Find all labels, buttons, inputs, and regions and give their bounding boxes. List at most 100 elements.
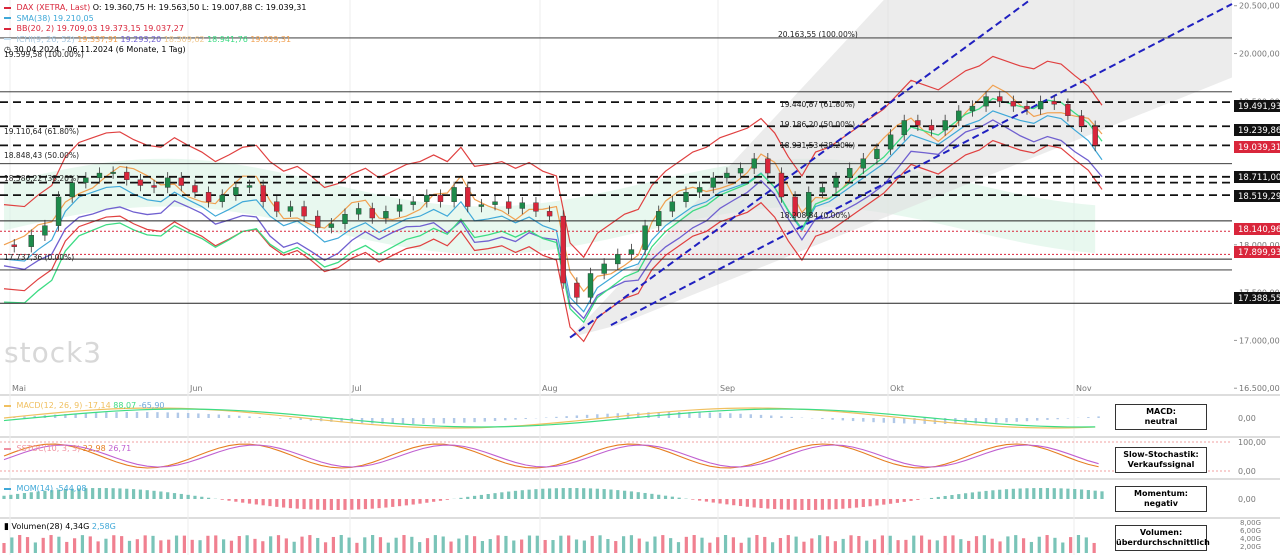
momentum-bar <box>588 488 593 499</box>
volume-bar <box>520 539 524 553</box>
volume-bar <box>261 541 265 553</box>
volume-bar <box>182 535 186 553</box>
volume-bar <box>967 540 971 553</box>
signal-box-volume: Volumen: überdurchschnittlich <box>1115 525 1210 551</box>
price-label: 18.711,00 <box>1238 173 1280 183</box>
momentum-bar <box>854 499 859 508</box>
macd-histogram-bar <box>1056 418 1059 420</box>
volume-bar <box>496 535 500 553</box>
legend-range: 30.04.2024 - 06.11.2024 <box>13 45 114 54</box>
volume-axis-label: 6,00G <box>1240 527 1261 535</box>
candle-up <box>1037 101 1044 110</box>
volume-bar <box>951 535 955 553</box>
legend-main-open: O: 19.360,75 <box>92 3 145 12</box>
momentum-bar <box>1025 488 1029 499</box>
volume-bar <box>771 542 775 553</box>
volume-bar <box>1014 535 1018 553</box>
momentum-bar <box>282 499 286 508</box>
macd-histogram-bar <box>371 418 374 424</box>
volume-bar <box>841 538 845 553</box>
candle-down <box>151 185 157 188</box>
candle-down <box>1010 101 1017 107</box>
macd-histogram-bar <box>555 416 558 418</box>
volume-bar <box>794 536 798 553</box>
macd-histogram-bar <box>74 413 77 418</box>
macd-histogram-bar <box>238 415 241 418</box>
momentum-bar <box>513 490 518 499</box>
candle-down <box>765 158 771 174</box>
volume-bar <box>472 536 477 553</box>
macd-histogram-bar <box>514 418 517 420</box>
candle-up <box>942 120 948 131</box>
momentum-bar <box>1073 489 1077 499</box>
momentum-bar <box>827 499 831 510</box>
volume-bar <box>872 539 877 553</box>
volume-bar <box>1076 535 1081 553</box>
volume-bar <box>504 535 508 553</box>
price-label-bg <box>1234 141 1280 153</box>
sstoc-label: SSTOC(10, 3, 3) <box>16 444 81 453</box>
volume-bar <box>339 535 343 553</box>
candle-up <box>396 204 403 212</box>
candle-down <box>1092 126 1098 146</box>
legend-main-row: DAX (XETRA, Last) O: 19.360,75 H: 19.563… <box>4 3 306 14</box>
macd-histogram-bar <box>913 418 916 424</box>
macd-v2: 88,07 <box>113 401 137 410</box>
momentum-bar <box>950 495 954 499</box>
momentum-bar <box>234 499 238 502</box>
momentum-bar <box>1066 488 1070 499</box>
momentum-bar <box>650 493 654 499</box>
candle-up <box>164 177 171 188</box>
fib-label: 19.599,58 (100.00%) <box>4 50 84 59</box>
volume-bar <box>253 538 257 553</box>
macd-histogram-bar <box>606 413 609 418</box>
volume-bar <box>614 541 618 553</box>
macd-histogram-bar <box>125 412 128 418</box>
macd-histogram-bar <box>708 412 712 418</box>
volume-bar <box>998 541 1002 553</box>
candle-up <box>710 177 716 188</box>
momentum-bar <box>2 495 6 499</box>
macd-histogram-bar <box>135 412 139 418</box>
momentum-bar <box>493 493 497 499</box>
macd-signal-line <box>3 408 1096 428</box>
momentum-bar <box>977 491 981 499</box>
macd-histogram-bar <box>575 415 579 418</box>
momentum-bar <box>711 499 715 503</box>
momentum-bar <box>609 489 613 499</box>
legend-sma-label: SMA(38) <box>16 13 51 23</box>
momentum-bar <box>970 492 975 499</box>
macd-histogram-bar <box>780 416 783 418</box>
candle-up <box>601 263 607 274</box>
candle-down <box>997 96 1003 102</box>
macd-histogram-bar <box>493 418 497 421</box>
macd-histogram-bar <box>411 418 415 424</box>
momentum-bar <box>936 496 940 499</box>
volume-bar <box>2 543 6 553</box>
volume-bar <box>355 542 359 553</box>
volume-bar <box>731 537 735 553</box>
volume-bar <box>10 537 14 553</box>
volume-bar <box>888 535 892 553</box>
volume-bar <box>206 535 210 553</box>
momentum-bar <box>145 490 149 499</box>
momentum-bar <box>745 499 749 507</box>
momentum-bar <box>384 499 388 508</box>
fib-label: 18.208,84 (0.00%) <box>780 211 850 220</box>
momentum-bar <box>459 497 463 499</box>
macd-histogram-bar <box>442 418 446 424</box>
macd-histogram-bar <box>903 418 906 424</box>
momentum-bar <box>773 499 777 510</box>
momentum-bar <box>391 499 395 507</box>
momentum-bar <box>868 499 872 507</box>
legend-bb-swatch <box>4 27 11 30</box>
momentum-bar <box>70 488 74 499</box>
momentum-bar <box>316 499 320 510</box>
macd-histogram-bar <box>1005 418 1008 423</box>
macd-histogram-bar <box>146 412 149 418</box>
price-label: 18.519,29 <box>1238 192 1280 202</box>
price-label: 18.140,96 <box>1238 225 1280 235</box>
volume-bar <box>1021 538 1026 553</box>
volume-bar <box>935 540 939 553</box>
volume-bar <box>284 538 288 553</box>
